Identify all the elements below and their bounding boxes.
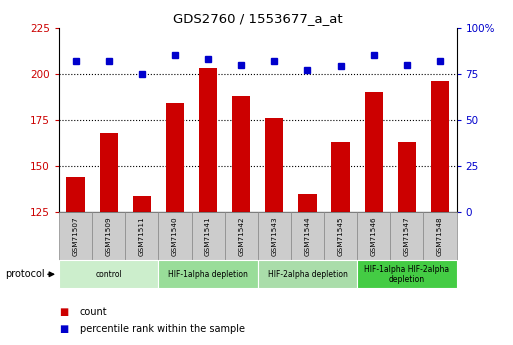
- Bar: [324, 212, 357, 260]
- Text: GSM71545: GSM71545: [338, 217, 344, 256]
- Bar: [331, 142, 350, 345]
- Bar: [390, 212, 423, 260]
- Title: GDS2760 / 1553677_a_at: GDS2760 / 1553677_a_at: [173, 12, 343, 25]
- Text: GSM71507: GSM71507: [72, 217, 78, 256]
- Bar: [423, 212, 457, 260]
- Bar: [357, 212, 390, 260]
- Text: GSM71548: GSM71548: [437, 217, 443, 256]
- Text: protocol: protocol: [5, 269, 45, 279]
- Text: percentile rank within the sample: percentile rank within the sample: [80, 325, 245, 334]
- Bar: [299, 194, 317, 345]
- Bar: [199, 68, 217, 345]
- Bar: [365, 92, 383, 345]
- Bar: [92, 212, 125, 260]
- Bar: [133, 196, 151, 345]
- Text: GSM71541: GSM71541: [205, 217, 211, 256]
- Bar: [67, 177, 85, 345]
- Bar: [125, 212, 159, 260]
- Bar: [265, 118, 284, 345]
- Text: ■: ■: [59, 325, 68, 334]
- Bar: [159, 212, 191, 260]
- Text: count: count: [80, 307, 107, 317]
- Bar: [100, 133, 118, 345]
- Text: GSM71540: GSM71540: [172, 217, 178, 256]
- Text: GSM71544: GSM71544: [305, 217, 310, 256]
- Text: control: control: [95, 270, 122, 279]
- Text: GSM71547: GSM71547: [404, 217, 410, 256]
- Text: GSM71511: GSM71511: [139, 217, 145, 256]
- Bar: [166, 103, 184, 345]
- Bar: [431, 81, 449, 345]
- Bar: [258, 260, 357, 288]
- Bar: [357, 260, 457, 288]
- Bar: [159, 260, 258, 288]
- Text: GSM71543: GSM71543: [271, 217, 278, 256]
- Text: GSM71509: GSM71509: [106, 217, 112, 256]
- Bar: [59, 260, 159, 288]
- Text: HIF-2alpha depletion: HIF-2alpha depletion: [268, 270, 347, 279]
- Bar: [291, 212, 324, 260]
- Bar: [398, 142, 416, 345]
- Bar: [59, 212, 92, 260]
- Text: ■: ■: [59, 307, 68, 317]
- Text: GSM71542: GSM71542: [238, 217, 244, 256]
- Bar: [232, 96, 250, 345]
- Text: HIF-1alpha depletion: HIF-1alpha depletion: [168, 270, 248, 279]
- Bar: [191, 212, 225, 260]
- Text: HIF-1alpha HIF-2alpha
depletion: HIF-1alpha HIF-2alpha depletion: [364, 265, 449, 284]
- Bar: [225, 212, 258, 260]
- Bar: [258, 212, 291, 260]
- Text: GSM71546: GSM71546: [371, 217, 377, 256]
